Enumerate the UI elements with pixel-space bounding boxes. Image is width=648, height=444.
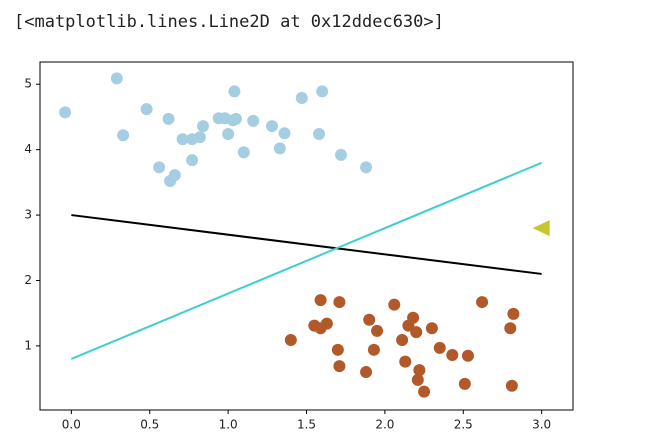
point (320, 317, 333, 330)
point (425, 322, 438, 335)
point (168, 169, 181, 182)
point (407, 311, 420, 324)
point (476, 296, 489, 309)
point (333, 296, 346, 309)
point (222, 127, 235, 140)
point (247, 114, 260, 127)
point (228, 85, 241, 98)
point (334, 148, 347, 161)
point (117, 129, 130, 142)
line (70, 161, 543, 360)
point (507, 307, 520, 320)
point (411, 373, 424, 386)
point (193, 131, 206, 144)
point (360, 366, 373, 379)
point (197, 120, 210, 133)
point (363, 313, 376, 326)
point (229, 112, 242, 125)
point (410, 326, 423, 339)
marker (532, 220, 550, 237)
point (413, 364, 426, 377)
x-tick-label: 2.0 (375, 418, 394, 432)
point (388, 298, 401, 311)
x-tick-label: 0.5 (140, 418, 159, 432)
point (399, 355, 412, 368)
y-tick-label: 1 (24, 338, 32, 352)
point (140, 103, 153, 116)
y-tick-label: 5 (24, 77, 32, 91)
point (273, 142, 286, 155)
point (110, 72, 123, 85)
point (314, 294, 327, 307)
point (396, 334, 409, 347)
x-tick-label: 3.0 (532, 418, 551, 432)
point (313, 127, 326, 140)
point (504, 322, 517, 335)
x-tick-label: 0.0 (62, 418, 81, 432)
x-tick-label: 1.0 (219, 418, 238, 432)
point (295, 91, 308, 104)
point (316, 85, 329, 98)
point (186, 154, 199, 167)
output-text: [<matplotlib.lines.Line2D at 0x12ddec630… (14, 12, 444, 32)
point (458, 377, 471, 390)
point (461, 349, 474, 362)
point (360, 161, 373, 174)
y-tick-label: 3 (24, 208, 32, 222)
point (367, 343, 380, 356)
y-tick-label: 2 (24, 273, 32, 287)
plot-frame (39, 61, 574, 411)
x-tick-label: 2.5 (454, 418, 473, 432)
x-tick-label: 1.5 (297, 418, 316, 432)
point (278, 127, 291, 140)
point (59, 106, 72, 119)
point (237, 146, 250, 159)
point (418, 385, 431, 398)
point (162, 112, 175, 125)
point (446, 349, 459, 362)
point (371, 324, 384, 337)
point (266, 120, 279, 133)
point (176, 133, 189, 146)
line (71, 214, 542, 275)
point (153, 161, 166, 174)
y-tick-label: 4 (24, 142, 32, 156)
point (333, 360, 346, 373)
point (505, 379, 518, 392)
point (433, 341, 446, 354)
point (331, 343, 344, 356)
point (284, 334, 297, 347)
